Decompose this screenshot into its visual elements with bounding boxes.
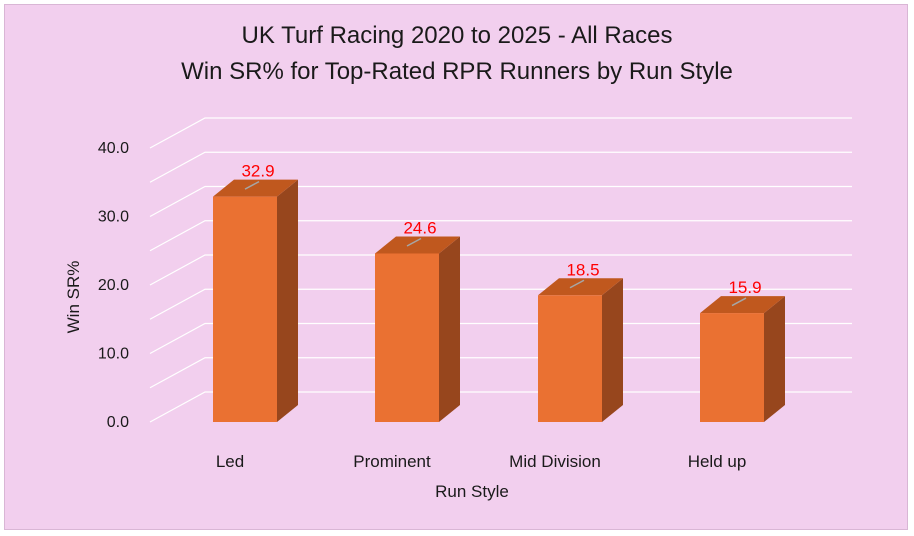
y-axis-title: Win SR% — [64, 261, 83, 334]
bar — [375, 236, 460, 422]
y-axis-tick-labels: 0.0 10.0 20.0 30.0 40.0 — [98, 140, 129, 431]
bar-side — [439, 236, 460, 422]
bar-side — [277, 179, 298, 422]
bar-front — [538, 295, 602, 422]
x-tick-label: Led — [216, 452, 244, 471]
gridline — [149, 391, 852, 423]
gridline — [149, 357, 852, 389]
bar-top — [375, 236, 460, 254]
bar-top — [700, 296, 785, 314]
bar-side — [602, 278, 623, 422]
bar-front — [375, 253, 439, 422]
bar — [538, 278, 623, 422]
bar-top — [213, 179, 298, 197]
x-tick-label: Prominent — [353, 452, 431, 471]
data-labels: 32.9 24.6 18.5 15.9 — [241, 162, 762, 307]
data-label: 15.9 — [728, 278, 761, 297]
leader-line — [731, 297, 747, 307]
x-axis-tick-labels: Led Prominent Mid Division Held up — [216, 452, 746, 471]
leader-line — [406, 237, 422, 247]
leader-line — [569, 279, 585, 289]
gridline — [149, 322, 852, 355]
leader-line — [244, 180, 260, 190]
y-tick-label: 10.0 — [98, 346, 129, 363]
bar-front — [213, 196, 277, 422]
y-tick-label: 30.0 — [98, 209, 129, 226]
gridlines — [149, 117, 852, 423]
gridline — [149, 254, 852, 286]
y-tick-label: 40.0 — [98, 140, 129, 157]
bar-front — [700, 313, 764, 422]
bar — [700, 296, 785, 422]
data-label: 24.6 — [403, 218, 436, 237]
x-tick-label: Mid Division — [509, 452, 601, 471]
data-label: 32.9 — [241, 162, 274, 181]
chart-title: UK Turf Racing 2020 to 2025 - All Races — [241, 22, 673, 49]
x-axis-title: Run Style — [435, 482, 509, 501]
gridline — [149, 117, 852, 149]
gridline — [149, 220, 852, 252]
y-tick-label: 0.0 — [107, 414, 129, 431]
gridline — [149, 185, 852, 218]
chart-subtitle: Win SR% for Top-Rated RPR Runners by Run… — [181, 58, 733, 85]
gridline — [149, 151, 852, 183]
bar — [213, 179, 298, 422]
bars — [213, 179, 785, 422]
bar-top — [538, 278, 623, 296]
x-tick-label: Held up — [688, 452, 747, 471]
bar-side — [764, 296, 785, 422]
y-tick-label: 20.0 — [98, 277, 129, 294]
data-label: 18.5 — [566, 260, 599, 279]
gridline — [149, 288, 852, 320]
